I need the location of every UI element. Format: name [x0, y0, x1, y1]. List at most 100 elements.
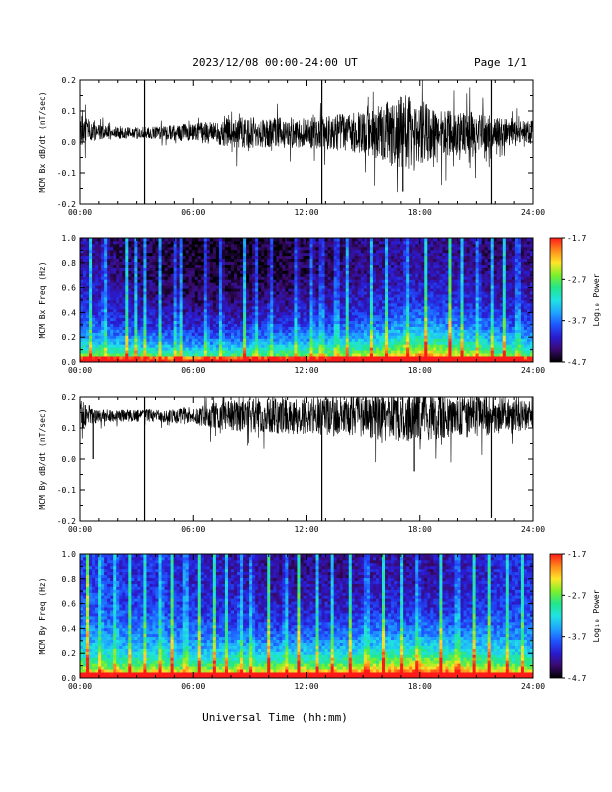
spectrogram-cell — [312, 350, 316, 354]
spectrogram-cell — [270, 341, 274, 345]
spectrogram-cell — [95, 302, 99, 307]
spectrogram-cell — [83, 338, 87, 342]
spectrogram-cell — [92, 243, 96, 248]
spectrogram-cell — [409, 273, 413, 277]
spectrogram-cell — [83, 344, 87, 348]
spectrogram-cell — [89, 302, 93, 307]
spectrogram-cell — [303, 326, 307, 330]
spectrogram-cell — [179, 252, 184, 257]
spectrogram-cell — [397, 270, 401, 274]
spectrogram-cell — [388, 300, 392, 304]
spectrogram-cell — [246, 347, 250, 351]
spectrogram-cell — [95, 294, 99, 298]
spectrogram-cell — [95, 279, 99, 283]
spectrogram-cell — [131, 335, 135, 339]
spectrogram-cell — [342, 311, 347, 316]
spectrogram-cell — [291, 291, 295, 295]
spectrogram-cell — [134, 350, 138, 354]
spectrogram-cell — [400, 314, 404, 319]
spectrogram-cell — [179, 353, 184, 357]
spectrogram-cell — [200, 252, 205, 257]
spectrogram-cell — [300, 288, 304, 292]
spectrogram-cell — [243, 267, 247, 271]
spectrogram-cell — [306, 238, 310, 242]
spectrogram-cell — [146, 279, 150, 283]
spectrogram-cell — [418, 305, 422, 310]
spectrogram-cell — [324, 341, 329, 345]
spectrogram-cell — [143, 273, 147, 277]
spectrogram-cell — [303, 347, 307, 351]
spectrogram-cell — [397, 246, 401, 251]
spectrogram-cell — [131, 302, 135, 307]
spectrogram-cell — [366, 276, 371, 280]
spectrogram-cell — [427, 356, 431, 360]
spectrogram-cell — [291, 350, 295, 354]
spectrogram-cell — [194, 252, 199, 257]
spectrogram-cell — [261, 338, 265, 342]
spectrogram-cell — [333, 297, 338, 301]
spectrogram-cell — [372, 270, 377, 274]
spectrogram-cell — [315, 243, 319, 248]
spectrogram-cell — [270, 332, 274, 336]
spectrogram-cell — [318, 276, 322, 280]
spectrogram-cell — [385, 353, 389, 357]
spectrogram-cell — [125, 350, 129, 354]
spectrogram-cell — [339, 282, 344, 286]
spectrogram-cell — [294, 341, 298, 345]
spectrogram-cell — [297, 311, 301, 316]
spectrogram-cell — [155, 252, 159, 257]
spectrogram-cell — [258, 308, 262, 313]
spectrogram-cell — [276, 356, 280, 360]
spectrogram-cell — [261, 261, 265, 265]
spectrogram-cell — [161, 326, 165, 330]
spectrogram-cell — [360, 282, 365, 286]
spectrogram-cell — [86, 314, 90, 319]
spectrogram-cell — [203, 279, 208, 283]
spectrogram-cell — [351, 288, 356, 292]
spectrogram-cell — [227, 255, 232, 260]
spectrogram-cell — [366, 261, 371, 265]
spectrogram-cell — [261, 359, 265, 363]
spectrogram-cell — [403, 300, 407, 304]
spectrogram-cell — [182, 282, 187, 286]
spectrogram-cell — [282, 288, 286, 292]
spectrogram-cell — [409, 311, 413, 316]
spectrogram-cell — [357, 249, 362, 254]
spectrogram-cell — [397, 279, 401, 283]
spectrogram-cell — [158, 246, 162, 251]
spectrogram-cell — [409, 314, 413, 319]
spectrogram-cell — [261, 332, 265, 336]
spectrogram-cell — [86, 240, 90, 245]
spectrogram-cell — [249, 258, 253, 263]
spectrogram-cell — [122, 308, 126, 313]
spectrogram-cell — [234, 300, 238, 304]
spectrogram-cell — [98, 344, 102, 348]
spectrogram-cell — [107, 332, 111, 336]
spectrogram-cell — [152, 240, 156, 245]
spectrogram-cell — [86, 300, 90, 304]
spectrogram-cell — [119, 300, 123, 304]
spectrogram-cell — [336, 297, 341, 301]
spectrogram-cell — [234, 311, 238, 316]
spectrogram-cell — [215, 335, 220, 339]
spectrogram-cell — [255, 246, 259, 251]
spectrogram-cell — [300, 297, 304, 301]
spectrogram-cell — [173, 273, 178, 277]
spectrogram-cell — [194, 258, 199, 263]
spectrogram-cell — [369, 353, 374, 357]
spectrogram-cell — [418, 273, 422, 277]
spectrogram-cell — [409, 326, 413, 330]
spectrogram-cell — [306, 326, 310, 330]
spectrogram-cell — [188, 341, 193, 345]
spectrogram-cell — [101, 240, 105, 245]
spectrogram-cell — [155, 297, 159, 301]
spectrogram-cell — [360, 273, 365, 277]
spectrogram-cell — [303, 320, 307, 325]
spectrogram-cell — [363, 282, 368, 286]
spectrogram-cell — [234, 320, 238, 325]
spectrogram-cell — [161, 288, 165, 292]
spectrogram-cell — [391, 353, 395, 357]
spectrogram-cell — [203, 305, 208, 310]
spectrogram-cell — [134, 338, 138, 342]
spectrogram-cell — [89, 308, 93, 313]
